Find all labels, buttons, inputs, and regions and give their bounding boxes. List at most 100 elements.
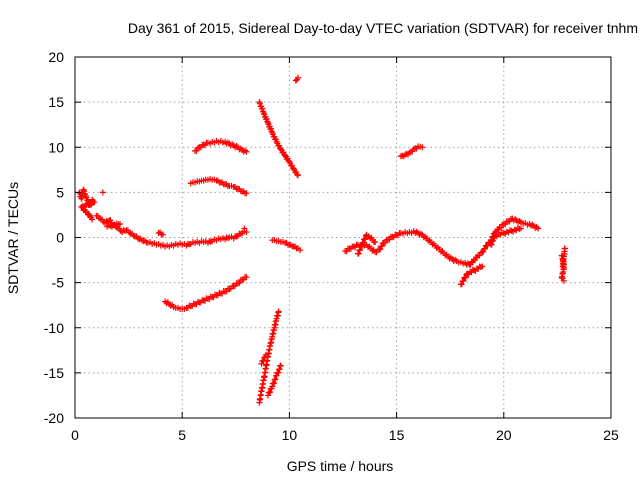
series-10 (397, 143, 426, 160)
series-9 (342, 215, 542, 288)
data-point (193, 147, 200, 154)
data-point (264, 392, 271, 399)
y-tick-label: 20 (48, 49, 64, 65)
data-point (263, 115, 270, 122)
data-point (259, 105, 266, 112)
x-tick-label: 5 (178, 427, 186, 443)
data-point (480, 248, 487, 255)
data-point (377, 246, 384, 253)
data-points (76, 74, 568, 406)
data-point (267, 389, 274, 396)
data-point (535, 225, 542, 232)
data-point (297, 247, 304, 254)
series-2 (162, 273, 250, 312)
series-5 (256, 99, 301, 179)
data-point (272, 136, 279, 143)
series-3 (187, 176, 250, 197)
x-tick-label: 25 (603, 427, 619, 443)
data-point (477, 264, 484, 271)
data-point (271, 379, 278, 386)
series-8 (269, 237, 304, 254)
data-point (117, 220, 124, 227)
data-point (559, 263, 566, 270)
y-tick-label: -15 (44, 365, 64, 381)
data-point (277, 362, 284, 369)
data-point (262, 351, 269, 358)
series-4 (192, 137, 250, 155)
series-11 (558, 245, 568, 284)
series-6 (256, 308, 284, 406)
data-point (560, 277, 567, 284)
x-tick-label: 0 (71, 427, 79, 443)
y-tick-label: -5 (52, 275, 65, 291)
data-point (159, 231, 166, 238)
data-point (294, 74, 301, 81)
data-point (355, 250, 362, 257)
axis-ticks: 0 5 10 15 20 25 -20 -15 -10 -5 0 5 10 15 20 (44, 49, 619, 443)
data-point (481, 245, 488, 252)
data-point (488, 241, 495, 248)
x-axis-label: GPS time / hours (287, 458, 394, 474)
data-point (89, 216, 96, 223)
data-point (241, 225, 248, 232)
data-point (462, 274, 469, 281)
data-point (460, 277, 467, 284)
data-point (379, 243, 386, 250)
data-point (276, 366, 283, 373)
data-point (243, 190, 250, 197)
data-point (290, 165, 297, 172)
x-tick-label: 10 (282, 427, 298, 443)
data-point (269, 383, 276, 390)
data-point (517, 225, 524, 232)
y-axis-label: SDTVAR / TECUs (5, 182, 21, 294)
data-point (358, 243, 365, 250)
data-point (372, 239, 379, 246)
data-point (484, 242, 491, 249)
data-point (99, 189, 106, 196)
data-point (476, 252, 483, 259)
data-point (83, 194, 90, 201)
data-point (258, 360, 265, 367)
y-tick-label: 10 (48, 139, 64, 155)
data-point (502, 221, 509, 228)
y-tick-label: -10 (44, 320, 64, 336)
data-point (268, 125, 275, 132)
data-point (419, 144, 426, 151)
data-point (272, 376, 279, 383)
data-point (360, 239, 367, 246)
data-point (479, 263, 486, 270)
y-tick-label: 15 (48, 94, 64, 110)
data-point (78, 203, 85, 210)
data-point (382, 239, 389, 246)
data-point (506, 218, 513, 225)
data-point (273, 372, 280, 379)
x-tick-label: 20 (496, 427, 512, 443)
data-point (276, 142, 283, 149)
data-point (458, 281, 465, 288)
data-point (497, 224, 504, 231)
y-tick-label: 0 (56, 230, 64, 246)
data-point (294, 172, 301, 179)
data-point (236, 279, 243, 286)
data-point (356, 246, 363, 253)
data-point (490, 237, 497, 244)
data-point (288, 162, 295, 169)
data-point (275, 369, 282, 376)
series-7 (292, 74, 301, 84)
series-1 (93, 189, 250, 250)
data-point (275, 308, 282, 315)
chart-title: Day 361 of 2015, Sidereal Day-to-day VTE… (128, 20, 638, 36)
x-tick-label: 15 (389, 427, 405, 443)
data-point (224, 235, 231, 242)
data-point (243, 274, 250, 281)
data-point (243, 148, 250, 155)
data-point (277, 146, 284, 153)
grid (75, 57, 611, 418)
data-point (282, 152, 289, 159)
y-tick-label: 5 (56, 184, 64, 200)
data-point (82, 208, 89, 215)
data-point (260, 357, 267, 364)
data-point (243, 229, 250, 236)
y-tick-label: -20 (44, 410, 64, 426)
